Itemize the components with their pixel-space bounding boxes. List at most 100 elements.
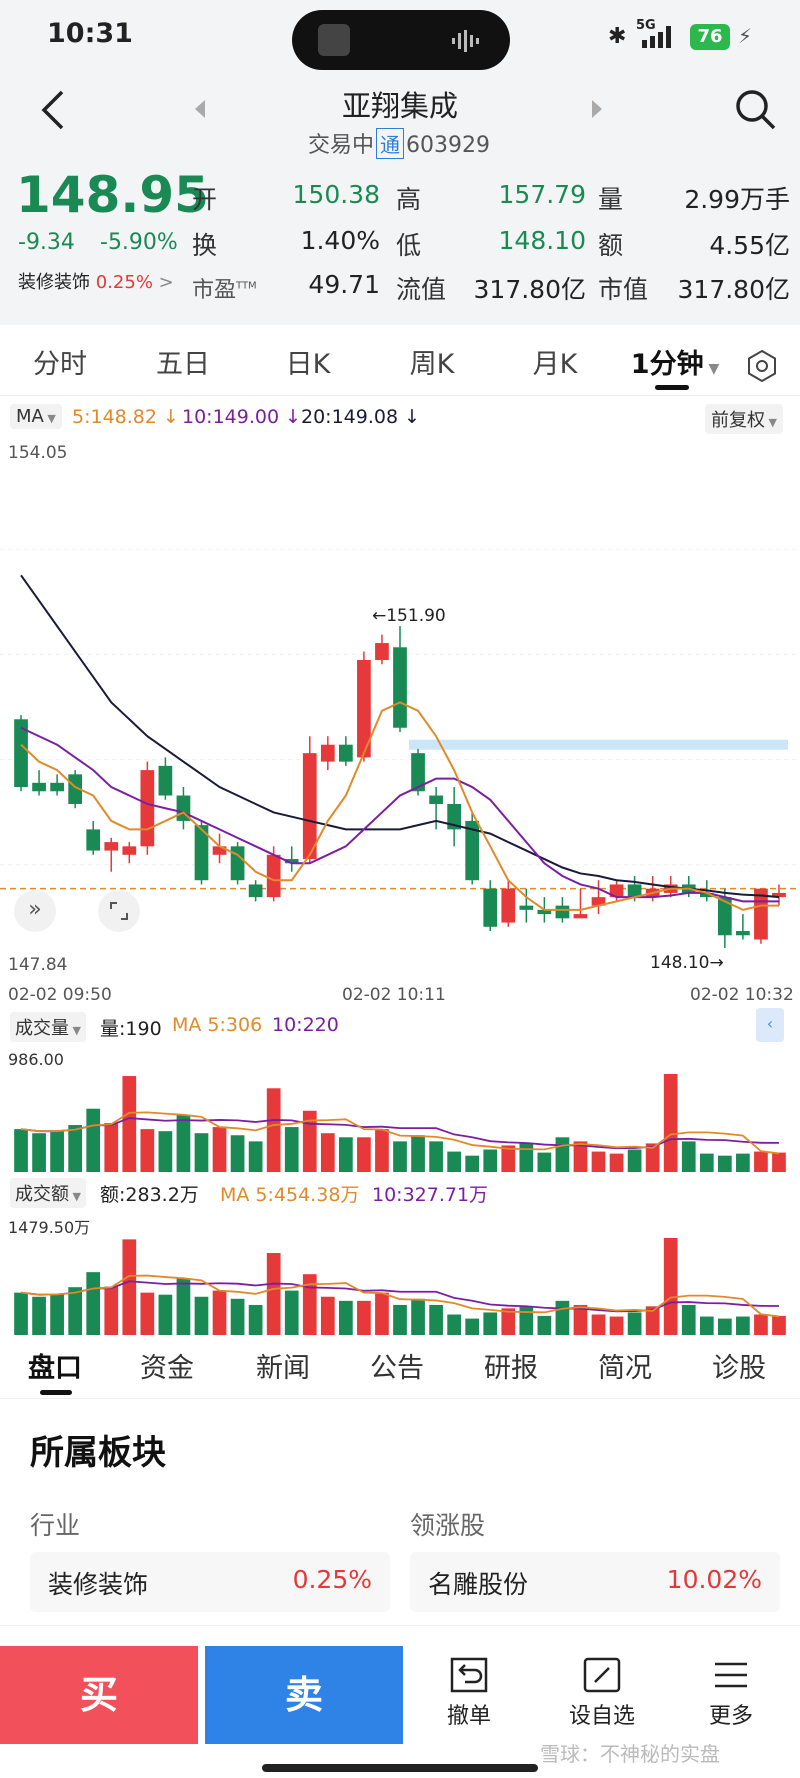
tab-month-k[interactable]: 月K — [532, 349, 578, 380]
volume-bar — [736, 1153, 750, 1172]
volume-bar — [429, 1141, 443, 1172]
tab-profile[interactable]: 简况 — [598, 1353, 652, 1384]
volume-bar — [555, 1137, 570, 1172]
ma10-value: 10:149.00 ↓ — [182, 406, 302, 428]
amount-now: 额:283.2万 — [100, 1184, 199, 1206]
amount-bar — [717, 1318, 732, 1335]
tab-announcements[interactable]: 公告 — [370, 1353, 424, 1384]
buy-button[interactable]: 买 — [0, 1646, 198, 1744]
float-cap-label: 流值 — [396, 275, 447, 304]
open-value: 150.38 — [292, 180, 380, 209]
x-label-mid: 02-02 10:11 — [342, 985, 446, 1005]
tab-funds[interactable]: 资金 — [140, 1353, 194, 1384]
tab-1min[interactable]: 1分钟 ▼ — [630, 349, 720, 380]
candle-body — [284, 859, 299, 864]
next-stock-icon[interactable] — [590, 98, 604, 120]
turnover-label: 换 — [192, 231, 218, 260]
max-annotation: ←151.90 — [372, 606, 446, 626]
fullscreen-icon[interactable] — [98, 890, 140, 932]
volume-bar — [212, 1127, 227, 1172]
prev-stock-icon[interactable] — [193, 98, 207, 120]
leader-card[interactable]: 名雕股份 10.02% — [410, 1552, 780, 1612]
battery-icon: 76 — [690, 24, 730, 50]
volume-bar — [411, 1135, 425, 1172]
candle-body — [230, 846, 245, 881]
industry-name: 装修装饰 — [48, 1570, 149, 1599]
sell-button[interactable]: 卖 — [205, 1646, 403, 1744]
candle-body — [68, 774, 83, 804]
tab-five-day[interactable]: 五日 — [156, 349, 210, 380]
candle-body — [483, 888, 498, 927]
volume-bar — [339, 1137, 353, 1172]
amount-bar — [339, 1300, 353, 1335]
tab-day-k[interactable]: 日K — [285, 349, 331, 380]
pe-label: 市盈TTM — [192, 278, 257, 303]
fast-forward-icon[interactable]: » — [14, 890, 56, 932]
volume-selector[interactable]: 成交量 ▼ — [10, 1012, 86, 1042]
candlestick-chart[interactable] — [0, 440, 800, 1005]
volume-bar — [393, 1141, 407, 1172]
price-change-pct: -5.90% — [100, 230, 178, 255]
more-button[interactable]: 更多 — [694, 1656, 768, 1744]
search-icon[interactable] — [732, 86, 778, 132]
volume-bar — [609, 1153, 624, 1172]
collapse-panel-icon[interactable]: ‹ — [756, 1008, 784, 1042]
industry-label: 行业 — [30, 1511, 81, 1540]
amount-bar — [194, 1296, 209, 1335]
adjust-selector[interactable]: 前复权 ▼ — [705, 404, 783, 434]
volume-bar — [50, 1131, 64, 1172]
volume-bar — [104, 1123, 119, 1172]
settings-hex-icon[interactable] — [745, 349, 779, 383]
volume-bar — [591, 1151, 606, 1172]
candle-body — [699, 892, 714, 898]
candle-body — [465, 820, 480, 881]
amount-bar — [754, 1314, 768, 1335]
volume-bar — [519, 1143, 534, 1172]
tab-fenshi[interactable]: 分时 — [33, 349, 87, 380]
candle-body — [104, 842, 119, 851]
volume-bar — [194, 1133, 209, 1172]
tab-news[interactable]: 新闻 — [256, 1353, 310, 1384]
current-price: 148.95 — [16, 166, 209, 224]
volume-value: 2.99万手 — [684, 185, 790, 214]
amount-bar — [248, 1304, 263, 1335]
industry-card[interactable]: 装修装饰 0.25% — [30, 1552, 390, 1612]
amount-bar — [176, 1278, 191, 1335]
amount-bar — [609, 1316, 624, 1335]
volume-bar — [465, 1155, 480, 1172]
tab-pankou[interactable]: 盘口 — [28, 1353, 82, 1384]
candle-body — [302, 753, 317, 860]
divider — [0, 395, 800, 396]
volume-bar — [284, 1127, 299, 1172]
volume-bar — [357, 1137, 371, 1172]
volume-bar — [122, 1076, 137, 1172]
volume-chart — [14, 1074, 786, 1172]
candle-body — [122, 846, 137, 855]
ma5-line — [20, 701, 779, 911]
status-time: 10:31 — [47, 18, 133, 49]
back-icon[interactable] — [36, 88, 76, 132]
sector-link[interactable]: 装修装饰 0.25% > — [18, 268, 174, 294]
album-art-icon — [318, 24, 350, 56]
amount-selector[interactable]: 成交额 ▼ — [10, 1178, 86, 1208]
amount-bar — [302, 1274, 317, 1335]
cancel-order-button[interactable]: 撤单 — [432, 1656, 506, 1744]
amount-bar — [411, 1298, 425, 1335]
bluetooth-icon: ✱ — [608, 24, 627, 49]
candle-body — [736, 931, 750, 936]
amount-bar — [86, 1272, 101, 1335]
open-label: 开 — [192, 185, 218, 214]
add-watchlist-button[interactable]: 设自选 — [560, 1656, 644, 1744]
ma-selector[interactable]: MA ▼ — [10, 404, 62, 429]
sector-section-title: 所属板块 — [30, 1433, 166, 1473]
amount-bar — [230, 1298, 245, 1335]
candle-body — [609, 884, 624, 898]
amount-bar — [447, 1314, 461, 1335]
amount-bar — [375, 1292, 389, 1335]
tab-diagnosis[interactable]: 诊股 — [712, 1353, 766, 1384]
volume-bar — [754, 1151, 768, 1172]
tab-week-k[interactable]: 周K — [409, 349, 455, 380]
tab-research[interactable]: 研报 — [484, 1353, 538, 1384]
low-value: 148.10 — [498, 226, 586, 255]
candle-body — [357, 659, 371, 758]
